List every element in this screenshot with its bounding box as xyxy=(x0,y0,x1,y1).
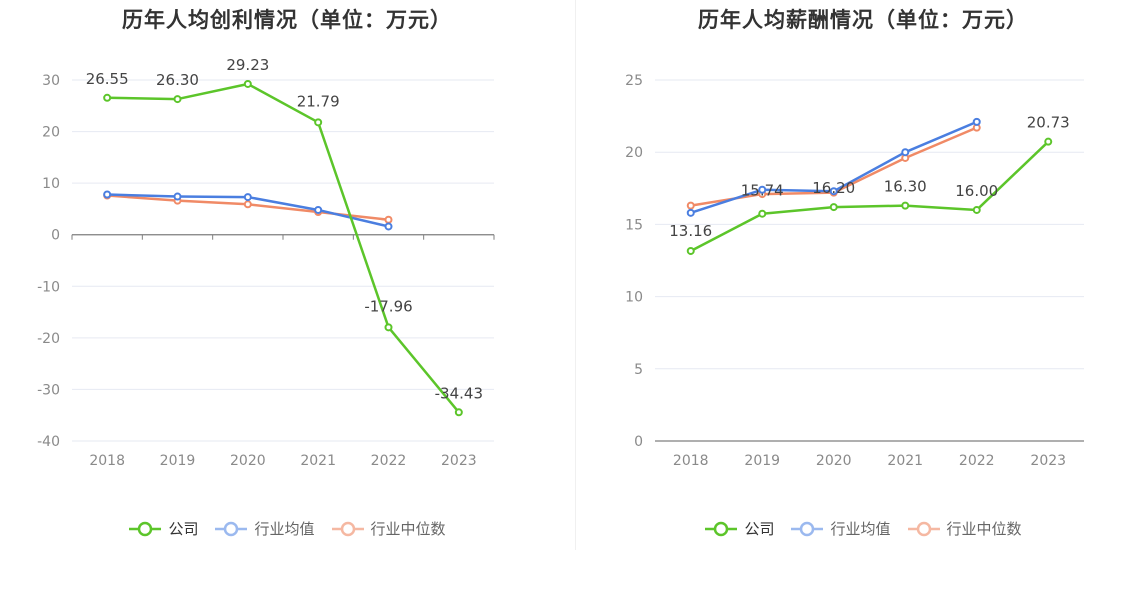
legend-label: 行业中位数 xyxy=(370,520,446,538)
data-point xyxy=(686,246,695,255)
data-label: 16.00 xyxy=(955,182,998,200)
data-label: -17.96 xyxy=(364,297,412,315)
x-tick-label: 2023 xyxy=(441,453,477,469)
data-point xyxy=(314,118,323,127)
data-point xyxy=(972,117,981,126)
legend-line-icon xyxy=(705,521,738,536)
y-tick-label: 15 xyxy=(625,217,643,233)
data-point xyxy=(243,79,252,88)
data-point xyxy=(758,209,767,218)
y-tick-label: 25 xyxy=(625,73,643,89)
data-point xyxy=(686,208,695,217)
chart-title: 历年人均创利情况（单位：万元） xyxy=(122,8,452,32)
y-tick-label: 20 xyxy=(42,125,60,141)
legend-line-icon xyxy=(791,521,824,536)
y-tick-label: -40 xyxy=(37,434,60,450)
data-point xyxy=(758,185,767,194)
data-point xyxy=(103,190,112,199)
y-tick-label: 0 xyxy=(634,434,643,450)
legend-label: 行业均值 xyxy=(830,520,891,538)
x-tick-label: 2021 xyxy=(300,453,336,469)
legend-item-industry-avg[interactable]: 行业均值 xyxy=(214,518,315,539)
x-tick-label: 2019 xyxy=(160,453,196,469)
data-label: -34.43 xyxy=(435,384,483,402)
legend-line-icon xyxy=(907,521,940,536)
data-point xyxy=(384,222,393,231)
legend-line-icon xyxy=(129,521,162,536)
data-point xyxy=(243,200,252,209)
x-tick-label: 2018 xyxy=(673,453,709,469)
legend-label: 行业均值 xyxy=(254,520,315,538)
series-line xyxy=(690,120,978,215)
data-label: 26.30 xyxy=(156,71,199,89)
data-point xyxy=(972,205,981,214)
series-line xyxy=(107,82,460,414)
legend-label: 公司 xyxy=(744,520,775,538)
data-label: 16.20 xyxy=(812,179,855,197)
series-line xyxy=(690,140,1050,253)
y-tick-label: 10 xyxy=(42,176,60,192)
data-point xyxy=(314,205,323,214)
x-tick-label: 2022 xyxy=(959,453,995,469)
data-label: 13.16 xyxy=(669,222,712,240)
x-tick-label: 2020 xyxy=(230,453,266,469)
x-tick-label: 2022 xyxy=(371,453,407,469)
data-label: 15.74 xyxy=(741,182,784,200)
data-point xyxy=(454,408,463,417)
data-label: 26.55 xyxy=(86,70,129,88)
data-point xyxy=(384,215,393,224)
legend: 公司 行业均值 行业中位数 xyxy=(0,518,574,539)
x-tick-label: 2018 xyxy=(89,453,125,469)
data-point xyxy=(384,323,393,332)
data-point xyxy=(243,193,252,202)
legend-line-icon xyxy=(331,521,364,536)
x-tick-label: 2023 xyxy=(1030,453,1066,469)
legend-item-industry-median[interactable]: 行业中位数 xyxy=(331,518,446,539)
data-point xyxy=(686,201,695,210)
data-label: 16.30 xyxy=(884,178,927,196)
x-tick-label: 2021 xyxy=(887,453,923,469)
salary-chart-panel: 历年人均薪酬情况（单位：万元） 25 20 15 10 5 0 2018 2019 2020 20… xyxy=(576,0,1148,589)
legend-item-industry-median[interactable]: 行业中位数 xyxy=(907,518,1022,539)
legend-label: 行业中位数 xyxy=(946,520,1022,538)
legend: 公司 行业均值 行业中位数 xyxy=(576,518,1148,539)
legend-item-company[interactable]: 公司 xyxy=(704,518,774,539)
profit-chart-plot: 30 20 10 0 -10 -20 -30 -40 2018 2019 2020 2021 2022 2… xyxy=(37,56,495,469)
data-label: 29.23 xyxy=(226,56,269,74)
y-tick-label: 0 xyxy=(51,228,60,244)
data-label: 20.73 xyxy=(1027,114,1070,132)
y-tick-label: -30 xyxy=(37,382,60,398)
y-tick-label: -10 xyxy=(37,279,60,295)
data-point xyxy=(829,203,838,212)
data-point xyxy=(173,95,182,104)
legend-line-icon xyxy=(215,521,248,536)
y-tick-label: 10 xyxy=(625,290,643,306)
data-point xyxy=(1044,137,1053,146)
data-point xyxy=(829,187,838,196)
data-point xyxy=(173,192,182,201)
x-tick-label: 2019 xyxy=(744,453,780,469)
chart-title: 历年人均薪酬情况（单位：万元） xyxy=(698,8,1028,32)
salary-chart-plot: 25 20 15 10 5 0 2018 2019 2020 2021 2022 2023 13.16 1… xyxy=(625,73,1084,469)
y-tick-label: 5 xyxy=(634,362,643,378)
data-point xyxy=(901,201,910,210)
data-point xyxy=(901,148,910,157)
profit-chart-panel: 历年人均创利情况（单位：万元） 30 20 10 0 -10 -20 -30 -40 2018 2… xyxy=(0,8,574,539)
x-tick-label: 2020 xyxy=(816,453,852,469)
legend-item-company[interactable]: 公司 xyxy=(128,518,198,539)
panel-divider xyxy=(575,0,576,550)
data-label: 21.79 xyxy=(297,92,340,110)
y-tick-label: 20 xyxy=(625,145,643,161)
y-tick-label: -20 xyxy=(37,331,60,347)
data-point xyxy=(103,93,112,102)
y-tick-label: 30 xyxy=(42,73,60,89)
legend-item-industry-avg[interactable]: 行业均值 xyxy=(790,518,891,539)
legend-label: 公司 xyxy=(168,520,199,538)
